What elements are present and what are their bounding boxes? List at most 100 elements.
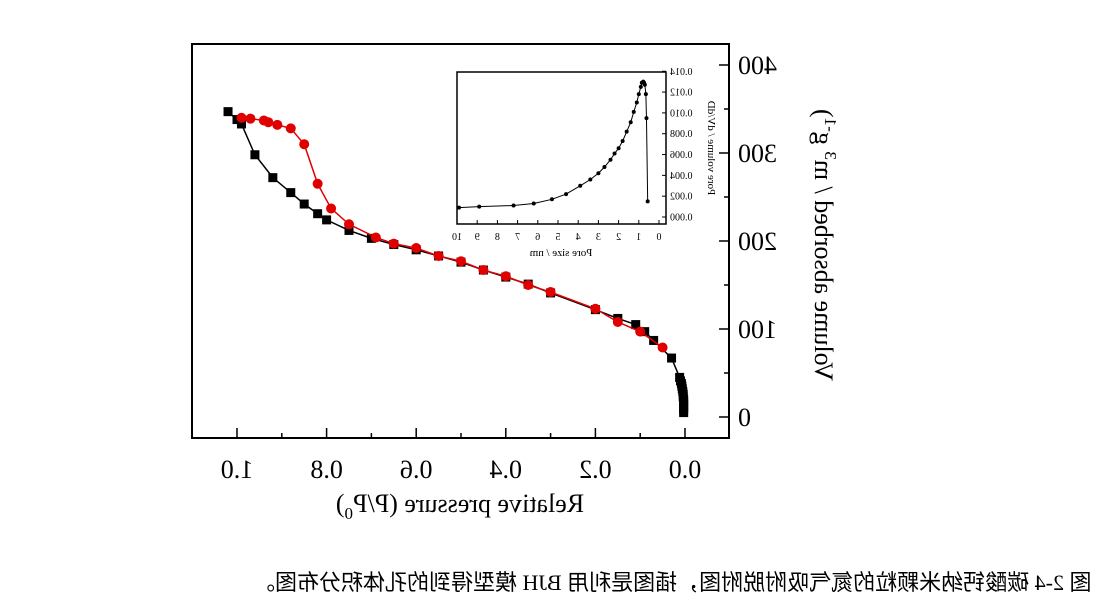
inset-data-point [457, 205, 462, 210]
inset-data-point [645, 199, 650, 204]
data-point-square [667, 353, 677, 363]
inset-data-point [564, 192, 569, 197]
inset-data-point [596, 171, 601, 176]
data-point-square [344, 225, 354, 235]
data-point-circle [326, 203, 337, 214]
y-tick-label: 100 [738, 315, 777, 344]
data-point-square [631, 320, 641, 330]
inset-x-tick-label: 4 [576, 232, 581, 243]
x-axis-title-main: Relative pressure (P/P [353, 489, 584, 518]
inset-x-tick-label-text: 9 [475, 232, 480, 243]
data-point-square [299, 199, 309, 209]
x-tick-label: 0.8 [310, 455, 343, 484]
x-tick-label-text: 0.4 [490, 455, 523, 484]
main-tick-labels: 1.0 0.8 0.6 0.4 0.2 0.0 0 100 200 300 400 [221, 51, 777, 484]
data-point-circle [388, 238, 399, 249]
inset-x-tick-label: 10 [452, 232, 462, 243]
inset-data-point [631, 109, 636, 114]
y-axis-title: Volume absorbed / m3 g-1) [809, 109, 840, 381]
inset-y-tick-label-text: 0.014 [670, 67, 693, 78]
x-tick-label-text: 0.2 [579, 455, 612, 484]
inset-data-point [620, 139, 625, 144]
x-tick-label: 1.0 [221, 455, 254, 484]
inset-x-tick-label: 6 [535, 232, 540, 243]
inset-data-point [628, 120, 633, 125]
inset-data-point [588, 177, 593, 182]
data-point-circle [258, 115, 269, 126]
svg-text:Relative pressure (P/P0): Relative pressure (P/P0) [336, 489, 584, 523]
x-tick-label: 0.6 [400, 455, 433, 484]
inset-tick-labels: 0 1 2 3 4 5 6 7 8 9 10 0.000 0.002 0.004 0.006 0.008 0.0… [452, 67, 693, 243]
data-point-circle [612, 316, 623, 327]
inset-y-tick-label: 0.006 [670, 150, 693, 161]
x-tick-label-text: 0.0 [669, 455, 702, 484]
y-tick-label-text: 200 [738, 227, 777, 256]
main-series-group [223, 107, 689, 418]
data-point-square [250, 150, 260, 160]
inset-x-axis-title-text: Pore size / nm [529, 247, 592, 259]
data-point-circle [478, 265, 489, 276]
y-tick-label-text: 400 [738, 51, 777, 80]
data-point-circle [657, 342, 668, 353]
inset-data-point [642, 82, 647, 87]
inset-y-tick-label-text: 0.006 [670, 150, 693, 161]
inset-axis-ticks [456, 70, 666, 224]
inset-data-point [634, 100, 639, 105]
inset-y-tick-label: 0.014 [670, 67, 693, 78]
inset-x-tick-label-text: 5 [556, 232, 561, 243]
inset-data-point [612, 151, 617, 156]
data-point-circle [236, 112, 247, 123]
data-point-circle [344, 219, 354, 230]
inset-x-tick-label-text: 0 [657, 232, 662, 243]
y-tick-label-text: 300 [738, 139, 777, 168]
inset-y-tick-label: 0.000 [670, 213, 693, 224]
x-axis-title: Relative pressure (P/P0) [336, 489, 584, 523]
inset-y-axis-title-text: Pore volume / dV/dD [705, 101, 717, 195]
inset-x-tick-label: 8 [495, 232, 500, 243]
y-tick-label: 400 [738, 51, 777, 80]
inset-y-tick-label: 0.010 [670, 108, 693, 119]
data-point-circle [635, 326, 646, 337]
x-tick-label-text: 1.0 [221, 455, 254, 484]
inset-x-axis-title: Pore size / nm [529, 247, 592, 259]
data-point-circle [590, 303, 601, 314]
inset-x-tick-label: 7 [515, 232, 520, 243]
x-tick-label-text: 0.6 [400, 455, 433, 484]
inset-x-tick-label-text: 1 [636, 232, 641, 243]
data-point-square [675, 372, 685, 382]
y-axis-title-unit-g: g [809, 132, 838, 152]
y-tick-label: 300 [738, 139, 777, 168]
inset-x-tick-label: 1 [636, 232, 641, 243]
inset-data-point [477, 204, 482, 209]
x-tick-label: 0.2 [579, 455, 612, 484]
x-tick-label-text: 0.8 [310, 455, 343, 484]
inset-data-point [636, 92, 641, 97]
data-point-circle [545, 287, 556, 298]
inset-data-point [531, 201, 536, 206]
x-tick-label: 0.0 [669, 455, 702, 484]
inset-data-point [511, 203, 516, 208]
inset-y-tick-label: 0.002 [670, 192, 693, 203]
data-point-circle [500, 271, 511, 282]
y-tick-label-text: 100 [738, 315, 777, 344]
inset-data-point [549, 197, 554, 202]
inset-x-tick-label-text: 4 [576, 232, 581, 243]
data-point-square [313, 209, 323, 219]
data-point-circle [411, 243, 422, 254]
inset-data-point [616, 146, 621, 151]
inset-data-point [578, 183, 583, 188]
figure-caption: 图 2-4 碳酸钙纳米颗粒的氮气吸附脱附图，插图是利用 BJH 模型得到的孔体积… [0, 565, 1099, 605]
data-point-circle [312, 178, 323, 189]
svg-text:Volume absorbed / m3 g-1): Volume absorbed / m3 g-1) [809, 109, 840, 381]
inset-y-tick-label: 0.008 [670, 129, 693, 140]
inset-x-tick-label-text: 2 [616, 232, 621, 243]
data-point-circle [299, 139, 310, 150]
inset-data-point [624, 129, 629, 134]
y-axis-title-main: Volume absorbed / m [809, 160, 838, 381]
inset-data-point [602, 165, 607, 170]
x-tick-label: 0.4 [490, 455, 523, 484]
data-point-circle [245, 113, 256, 124]
inset-data-point [638, 84, 643, 89]
data-point-square [268, 173, 278, 183]
inset-y-tick-label-text: 0.012 [670, 88, 693, 99]
